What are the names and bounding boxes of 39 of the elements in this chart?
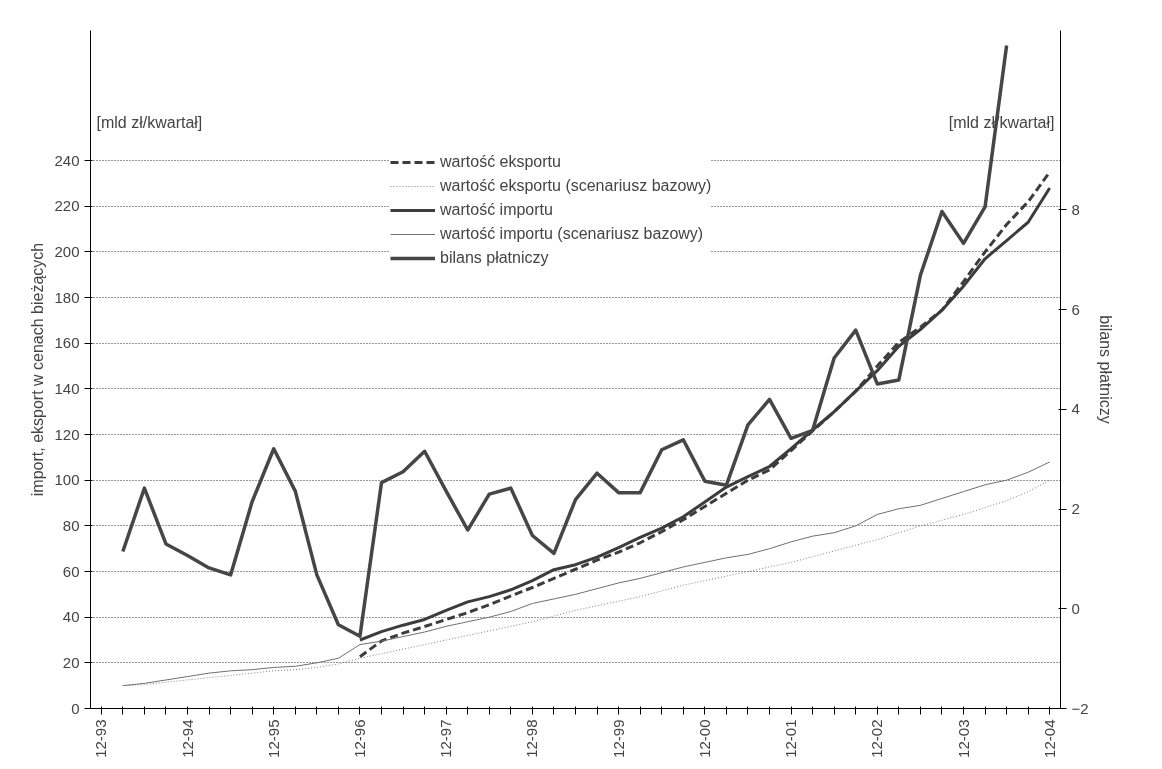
legend-label: wartość importu [440,201,553,219]
y-tick-label: 100 [54,471,80,489]
y-tick-label: 40 [62,608,80,626]
y-tick-label: 0 [71,699,80,717]
y-tick-label: 200 [54,242,80,260]
x-tick-label: 12-03 [954,719,972,758]
y-tick-label: 160 [54,334,80,352]
y-tick-label: 20 [62,653,80,671]
y-tick-label: 240 [54,151,80,169]
x-tick-label: 12-02 [868,719,886,758]
annotation: [mld zł/kwartał] [96,113,203,131]
x-tick-label: 12-99 [609,719,627,758]
y2-axis-title: bilans płatniczy [1096,315,1114,424]
x-tick-label: 12-93 [92,719,110,758]
x-tick-label: 12-01 [782,719,800,758]
y2-tick-label: 4 [1071,400,1080,418]
y-axis-title: import, eksport w cenach bieżących [29,242,47,497]
y2-tick-label: 6 [1071,300,1080,318]
y-tick-label: 140 [54,379,80,397]
x-tick-label: 12-96 [350,719,368,758]
legend-label: wartość eksportu [440,153,561,171]
y2-tick-label: 2 [1071,500,1080,518]
legend-label: wartość eksportu (scenariusz bazowy) [440,177,712,195]
y-tick-label: 80 [62,516,80,534]
x-tick-label: 12-00 [695,719,713,758]
y-tick-label: 220 [54,197,80,215]
y-tick-label: 120 [54,425,80,443]
y-tick-label: 60 [62,562,80,580]
x-tick-label: 12-94 [178,719,196,758]
y2-tick-label: 8 [1071,200,1080,218]
y2-tick-label: −2 [1071,699,1089,717]
y2-tick-label: 0 [1071,599,1080,617]
x-tick-label: 12-95 [264,719,282,758]
y-tick-label: 180 [54,288,80,306]
legend-label: bilans płatniczy [440,249,549,267]
x-tick-label: 12-04 [1040,719,1058,758]
legend-label: wartość importu (scenariusz bazowy) [440,225,704,243]
x-tick-label: 12-98 [523,719,541,758]
x-tick-label: 12-97 [437,719,455,758]
